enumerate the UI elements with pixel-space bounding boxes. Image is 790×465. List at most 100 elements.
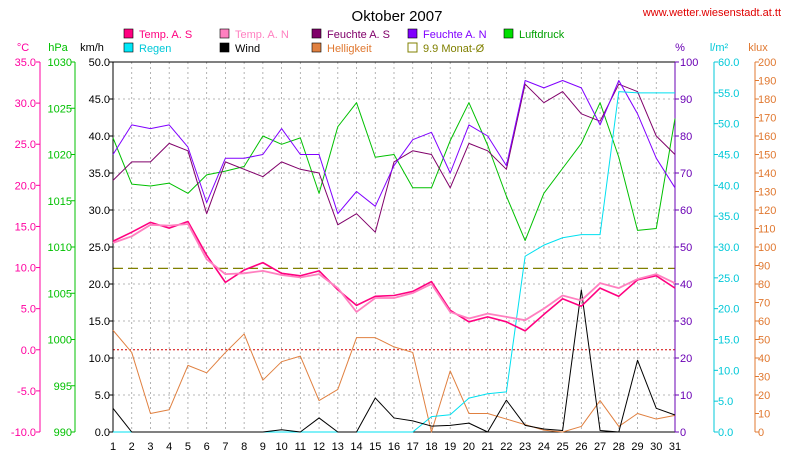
x-tick-label: 15	[369, 441, 381, 453]
legend-label-temp-n: Temp. A. N	[235, 29, 289, 41]
legend-label-wind: Wind	[235, 43, 260, 55]
tick-label-klux: 20	[758, 390, 770, 402]
tick-label-lm2: 20.0	[718, 304, 739, 316]
axis-unit-kmh: km/h	[80, 42, 104, 54]
tick-label-klux: 120	[758, 205, 776, 217]
tick-label-klux: 160	[758, 131, 776, 143]
series-line-helligkeit	[112, 329, 676, 433]
chart-title: Oktober 2007	[352, 8, 443, 25]
x-tick-label: 16	[388, 441, 400, 453]
tick-label-temp-c: -5.0	[17, 386, 36, 398]
tick-label-klux: 30	[758, 372, 770, 384]
tick-label-lm2: 15.0	[718, 335, 739, 347]
x-tick-label: 2	[129, 441, 135, 453]
tick-label-klux: 150	[758, 150, 776, 162]
tick-label-lm2: 0.0	[718, 427, 733, 439]
legend-label-rain: Regen	[139, 43, 171, 55]
grid	[113, 62, 675, 432]
axis-unit-lm2: l/m²	[710, 42, 729, 54]
tick-label-klux: 200	[758, 57, 776, 69]
x-tick-label: 27	[594, 441, 606, 453]
series-line-luftdruck	[112, 102, 676, 242]
tick-label-lm2: 10.0	[718, 365, 739, 377]
tick-label-hpa: 1000	[48, 335, 72, 347]
tick-label-hpa: 990	[54, 427, 72, 439]
axis-unit-temp: °C	[17, 42, 29, 54]
x-tick-label: 20	[463, 441, 475, 453]
tick-label-kmh: 50.0	[89, 57, 110, 69]
x-tick-label: 30	[650, 441, 662, 453]
tick-label-pct: 80	[680, 131, 692, 143]
legend-label-temp-s: Temp. A. S	[139, 29, 192, 41]
x-tick-label: 19	[444, 441, 456, 453]
tick-label-klux: 170	[758, 113, 776, 125]
tick-label-kmh: 0.0	[95, 427, 110, 439]
tick-label-kmh: 10.0	[89, 353, 110, 365]
x-tick-label: 3	[147, 441, 153, 453]
tick-label-lm2: 45.0	[718, 150, 739, 162]
tick-label-temp-c: -10.0	[11, 427, 36, 439]
legend-label-pressure: Luftdruck	[519, 29, 565, 41]
tick-label-klux: 80	[758, 279, 770, 291]
x-tick-label: 13	[332, 441, 344, 453]
tick-label-lm2: 55.0	[718, 88, 739, 100]
tick-label-pct: 20	[680, 353, 692, 365]
x-tick-label: 23	[519, 441, 531, 453]
x-tick-label: 31	[669, 441, 681, 453]
tick-label-kmh: 5.0	[95, 390, 110, 402]
tick-label-kmh: 45.0	[89, 94, 110, 106]
tick-label-pct: 0	[680, 427, 686, 439]
tick-label-pct: 90	[680, 94, 692, 106]
x-tick-label: 14	[350, 441, 362, 453]
tick-label-hpa: 995	[54, 381, 72, 393]
tick-label-temp-c: 10.0	[15, 263, 36, 275]
tick-label-temp-c: 15.0	[15, 221, 36, 233]
tick-label-klux: 140	[758, 168, 776, 180]
website-url: www.wetter.wiesenstadt.at.tt	[642, 7, 781, 19]
x-tick-label: 5	[185, 441, 191, 453]
tick-label-klux: 50	[758, 335, 770, 347]
tick-label-hpa: 1020	[48, 150, 72, 162]
tick-label-hpa: 1025	[48, 103, 72, 115]
legend-item-temp-n: Temp. A. N	[219, 28, 289, 41]
tick-label-temp-c: 35.0	[15, 57, 36, 69]
x-tick-label: 6	[204, 441, 210, 453]
tick-label-klux: 110	[758, 224, 776, 236]
tick-label-klux: 90	[758, 261, 770, 273]
tick-label-kmh: 15.0	[89, 316, 110, 328]
tick-label-lm2: 30.0	[718, 242, 739, 254]
tick-label-temp-c: 5.0	[21, 304, 36, 316]
tick-label-kmh: 35.0	[89, 168, 110, 180]
tick-label-kmh: 40.0	[89, 131, 110, 143]
x-tick-label: 4	[166, 441, 172, 453]
tick-label-klux: 0	[758, 427, 764, 439]
tick-label-temp-c: 20.0	[15, 180, 36, 192]
x-tick-label: 24	[538, 441, 550, 453]
axis-unit-klux: klux	[748, 42, 768, 54]
legend-item-brightness: Helligkeit	[311, 42, 372, 55]
series-line-feuchte-a-n	[112, 80, 676, 215]
tick-label-klux: 100	[758, 242, 776, 254]
tick-label-klux: 130	[758, 187, 776, 199]
tick-label-pct: 100	[680, 57, 698, 69]
legend-item-humid-n: Feuchte A. N	[407, 28, 487, 41]
tick-label-pct: 40	[680, 279, 692, 291]
x-tick-label: 22	[500, 441, 512, 453]
legend-item-wind: Wind	[219, 42, 260, 55]
tick-label-pct: 70	[680, 168, 692, 180]
series-line-wind	[112, 289, 676, 433]
tick-label-kmh: 30.0	[89, 205, 110, 217]
x-tick-label: 17	[407, 441, 419, 453]
tick-label-klux: 70	[758, 298, 770, 310]
tick-label-klux: 40	[758, 353, 770, 365]
x-tick-label: 10	[275, 441, 287, 453]
x-tick-label: 28	[613, 441, 625, 453]
tick-label-pct: 50	[680, 242, 692, 254]
tick-label-pct: 60	[680, 205, 692, 217]
x-tick-label: 1	[110, 441, 116, 453]
series-lines	[112, 80, 676, 433]
x-tick-label: 21	[482, 441, 494, 453]
tick-labels: 35.030.025.020.015.010.05.00.0-5.0-10.01…	[11, 57, 776, 453]
tick-label-klux: 10	[758, 409, 770, 421]
